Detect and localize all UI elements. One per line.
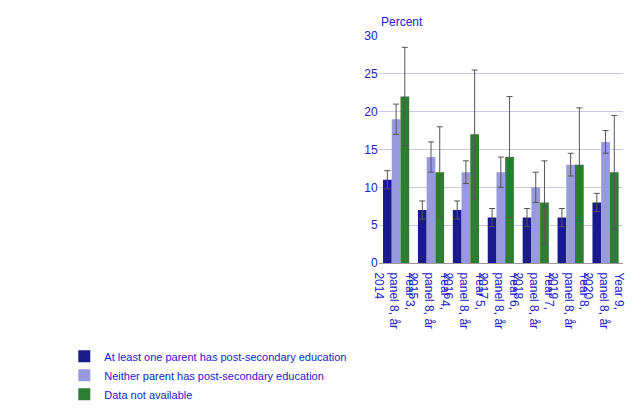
svg-text:30: 30 bbox=[364, 29, 378, 43]
svg-text:Percent: Percent bbox=[381, 15, 423, 29]
svg-text:Neither parent has post-second: Neither parent has post-secondary educat… bbox=[104, 370, 324, 382]
svg-text:15: 15 bbox=[364, 143, 378, 157]
svg-text:Year 4,panel 8, år2015: Year 4,panel 8, år2015 bbox=[406, 272, 451, 329]
svg-text:Year 8,panel 8, år2019: Year 8,panel 8, år2019 bbox=[546, 272, 591, 329]
svg-text:20: 20 bbox=[364, 105, 378, 119]
svg-text:5: 5 bbox=[371, 218, 378, 232]
svg-text:Year 7,panel 8, år2018: Year 7,panel 8, år2018 bbox=[511, 272, 556, 329]
svg-text:25: 25 bbox=[364, 67, 378, 81]
svg-text:Year 3,panel 8, år2014: Year 3,panel 8, år2014 bbox=[372, 272, 417, 329]
svg-text:Data not available: Data not available bbox=[104, 389, 192, 401]
svg-text:10: 10 bbox=[364, 181, 378, 195]
svg-text:At least one parent has post-s: At least one parent has post-secondary e… bbox=[104, 351, 346, 363]
svg-text:Year 9,panel 8, år2020: Year 9,panel 8, år2020 bbox=[581, 272, 626, 329]
svg-text:Year 6,panel 8, år2017: Year 6,panel 8, år2017 bbox=[476, 272, 521, 329]
svg-text:0: 0 bbox=[371, 256, 378, 270]
svg-text:Year 5,panel 8, år2016: Year 5,panel 8, år2016 bbox=[441, 272, 486, 329]
